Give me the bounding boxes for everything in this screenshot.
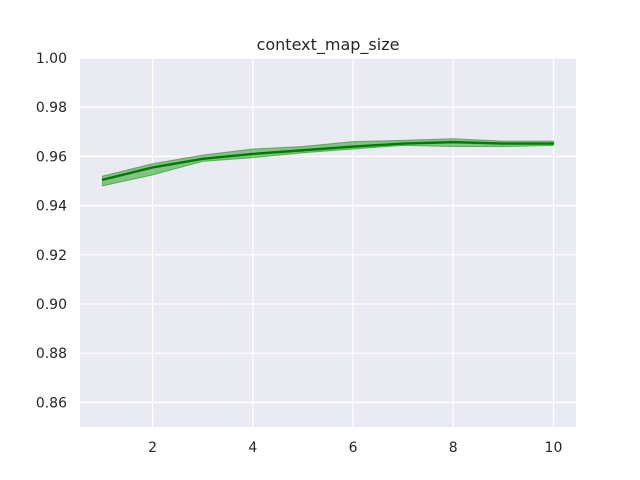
x-tick-labels: 2 4 6 8 10 [148, 440, 562, 456]
data-point [201, 158, 204, 160]
data-point [101, 178, 104, 181]
y-tick-label: 0.86 [36, 395, 67, 411]
x-tick-label: 8 [449, 440, 458, 456]
y-tick-label: 0.94 [36, 199, 67, 215]
y-tick-label: 0.98 [36, 100, 67, 116]
data-point [502, 142, 505, 145]
data-point [302, 149, 304, 152]
data-point [151, 166, 154, 169]
y-tick-label: 0.90 [36, 297, 67, 313]
chart-title: context_map_size [257, 35, 400, 55]
x-tick-label: 10 [545, 440, 563, 456]
x-tick-label: 2 [148, 440, 157, 456]
x-tick-label: 6 [349, 440, 358, 456]
data-point [552, 142, 555, 145]
x-tick-label: 4 [248, 440, 257, 456]
series-line-group [101, 140, 555, 181]
grid-lines [80, 57, 576, 427]
plot-area [80, 58, 576, 427]
data-point [252, 153, 254, 155]
y-tick-label: 1.00 [36, 51, 67, 67]
data-point [452, 141, 455, 143]
y-tick-label: 0.88 [36, 346, 67, 362]
y-tick-label: 0.96 [36, 149, 67, 165]
y-tick-label: 0.92 [36, 248, 67, 264]
y-tick-labels: 0.86 0.88 0.90 0.92 0.94 0.96 0.98 1.00 [36, 51, 67, 411]
data-point [352, 145, 354, 148]
series-line [102, 140, 554, 181]
data-point [402, 142, 404, 145]
